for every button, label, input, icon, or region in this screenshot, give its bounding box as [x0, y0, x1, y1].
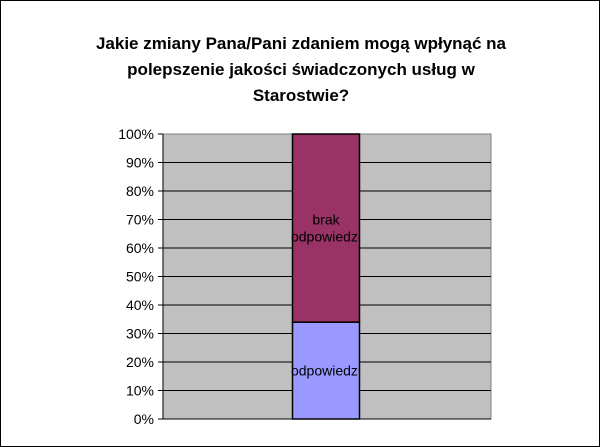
y-tick-label: 100%: [118, 126, 154, 142]
chart-title-line-1: Jakie zmiany Pana/Pani zdaniem mogą wpły…: [95, 34, 507, 53]
y-tick-label: 70%: [126, 212, 154, 228]
bar-segment-label: odpowiedzi: [291, 363, 361, 379]
y-tick-label: 30%: [126, 326, 154, 342]
y-tick-label: 40%: [126, 297, 154, 313]
bar-segment-label: brak: [312, 212, 340, 228]
bar-segment-label: odpowiedzi: [291, 229, 361, 245]
y-tick-label: 20%: [126, 354, 154, 370]
y-tick-label: 0%: [134, 411, 154, 427]
bar-segment-1: [291, 133, 361, 323]
y-tick-label: 10%: [126, 383, 154, 399]
y-tick-label: 80%: [126, 183, 154, 199]
chart-title: Jakie zmiany Pana/Pani zdaniem mogą wpły…: [41, 31, 561, 109]
chart-title-line-3: Starostwie?: [252, 86, 350, 105]
chart-title-line-2: polepszenie jakości świadczonych usług w: [127, 60, 475, 79]
y-tick-label: 90%: [126, 155, 154, 171]
y-tick-label: 60%: [126, 240, 154, 256]
bar-segment-0: [291, 321, 361, 420]
y-tick-label: 50%: [126, 269, 154, 285]
